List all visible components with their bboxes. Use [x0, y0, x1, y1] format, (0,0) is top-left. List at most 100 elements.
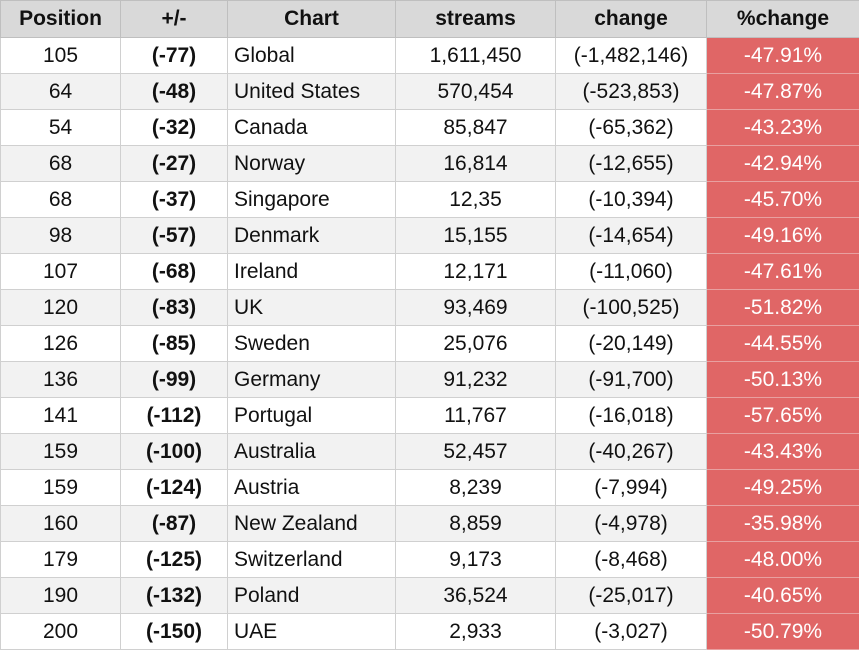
position-change-cell: (-132) [121, 578, 228, 614]
streams-cell: 11,767 [396, 398, 556, 434]
streams-cell: 2,933 [396, 614, 556, 650]
position-change-cell: (-48) [121, 74, 228, 110]
column-header-change: change [556, 1, 707, 38]
position-change-cell: (-57) [121, 218, 228, 254]
chart-name-cell: United States [228, 74, 396, 110]
chart-name-cell: UAE [228, 614, 396, 650]
chart-name-cell: New Zealand [228, 506, 396, 542]
streams-change-cell: (-3,027) [556, 614, 707, 650]
header-row: Position +/- Chart streams change %chang… [1, 1, 859, 38]
streams-change-cell: (-10,394) [556, 182, 707, 218]
column-header-chart: Chart [228, 1, 396, 38]
pct-change-cell: -43.23% [707, 110, 859, 146]
streams-cell: 8,859 [396, 506, 556, 542]
position-change-cell: (-77) [121, 38, 228, 74]
position-change-cell: (-150) [121, 614, 228, 650]
position-change-cell: (-68) [121, 254, 228, 290]
column-header-position: Position [1, 1, 121, 38]
pct-change-cell: -49.16% [707, 218, 859, 254]
position-change-cell: (-100) [121, 434, 228, 470]
position-cell: 179 [1, 542, 121, 578]
position-change-cell: (-99) [121, 362, 228, 398]
pct-change-cell: -49.25% [707, 470, 859, 506]
streams-cell: 8,239 [396, 470, 556, 506]
streams-cell: 85,847 [396, 110, 556, 146]
streams-change-cell: (-11,060) [556, 254, 707, 290]
pct-change-cell: -35.98% [707, 506, 859, 542]
position-change-cell: (-87) [121, 506, 228, 542]
position-cell: 98 [1, 218, 121, 254]
chart-name-cell: Canada [228, 110, 396, 146]
chart-name-cell: Poland [228, 578, 396, 614]
streams-change-cell: (-12,655) [556, 146, 707, 182]
chart-name-cell: Australia [228, 434, 396, 470]
streams-cell: 91,232 [396, 362, 556, 398]
streams-cell: 52,457 [396, 434, 556, 470]
position-cell: 126 [1, 326, 121, 362]
position-cell: 159 [1, 434, 121, 470]
column-header-pct-change: %change [707, 1, 859, 38]
chart-name-cell: Switzerland [228, 542, 396, 578]
chart-name-cell: Sweden [228, 326, 396, 362]
streams-change-cell: (-16,018) [556, 398, 707, 434]
position-cell: 190 [1, 578, 121, 614]
streams-cell: 570,454 [396, 74, 556, 110]
pct-change-cell: -42.94% [707, 146, 859, 182]
position-change-cell: (-112) [121, 398, 228, 434]
pct-change-cell: -50.13% [707, 362, 859, 398]
streams-change-cell: (-1,482,146) [556, 38, 707, 74]
pct-change-cell: -45.70% [707, 182, 859, 218]
position-cell: 159 [1, 470, 121, 506]
chart-name-cell: Singapore [228, 182, 396, 218]
streams-change-cell: (-40,267) [556, 434, 707, 470]
streams-change-cell: (-7,994) [556, 470, 707, 506]
chart-name-cell: Norway [228, 146, 396, 182]
streams-cell: 93,469 [396, 290, 556, 326]
position-change-cell: (-125) [121, 542, 228, 578]
chart-name-cell: UK [228, 290, 396, 326]
position-cell: 200 [1, 614, 121, 650]
position-cell: 105 [1, 38, 121, 74]
streams-cell: 12,35 [396, 182, 556, 218]
streams-cell: 16,814 [396, 146, 556, 182]
position-cell: 136 [1, 362, 121, 398]
position-change-cell: (-37) [121, 182, 228, 218]
streams-change-cell: (-8,468) [556, 542, 707, 578]
position-change-cell: (-124) [121, 470, 228, 506]
streams-change-cell: (-14,654) [556, 218, 707, 254]
column-header-streams: streams [396, 1, 556, 38]
streams-cell: 1,611,450 [396, 38, 556, 74]
position-change-cell: (-83) [121, 290, 228, 326]
streams-change-cell: (-100,525) [556, 290, 707, 326]
streams-cell: 15,155 [396, 218, 556, 254]
chart-name-cell: Austria [228, 470, 396, 506]
pct-change-cell: -48.00% [707, 542, 859, 578]
chart-name-cell: Denmark [228, 218, 396, 254]
pct-change-cell: -51.82% [707, 290, 859, 326]
position-change-cell: (-27) [121, 146, 228, 182]
position-cell: 64 [1, 74, 121, 110]
pct-change-cell: -43.43% [707, 434, 859, 470]
chart-name-cell: Global [228, 38, 396, 74]
pct-change-cell: -50.79% [707, 614, 859, 650]
streams-cell: 12,171 [396, 254, 556, 290]
position-cell: 141 [1, 398, 121, 434]
streams-change-cell: (-91,700) [556, 362, 707, 398]
pct-change-cell: -44.55% [707, 326, 859, 362]
pct-change-cell: -47.61% [707, 254, 859, 290]
